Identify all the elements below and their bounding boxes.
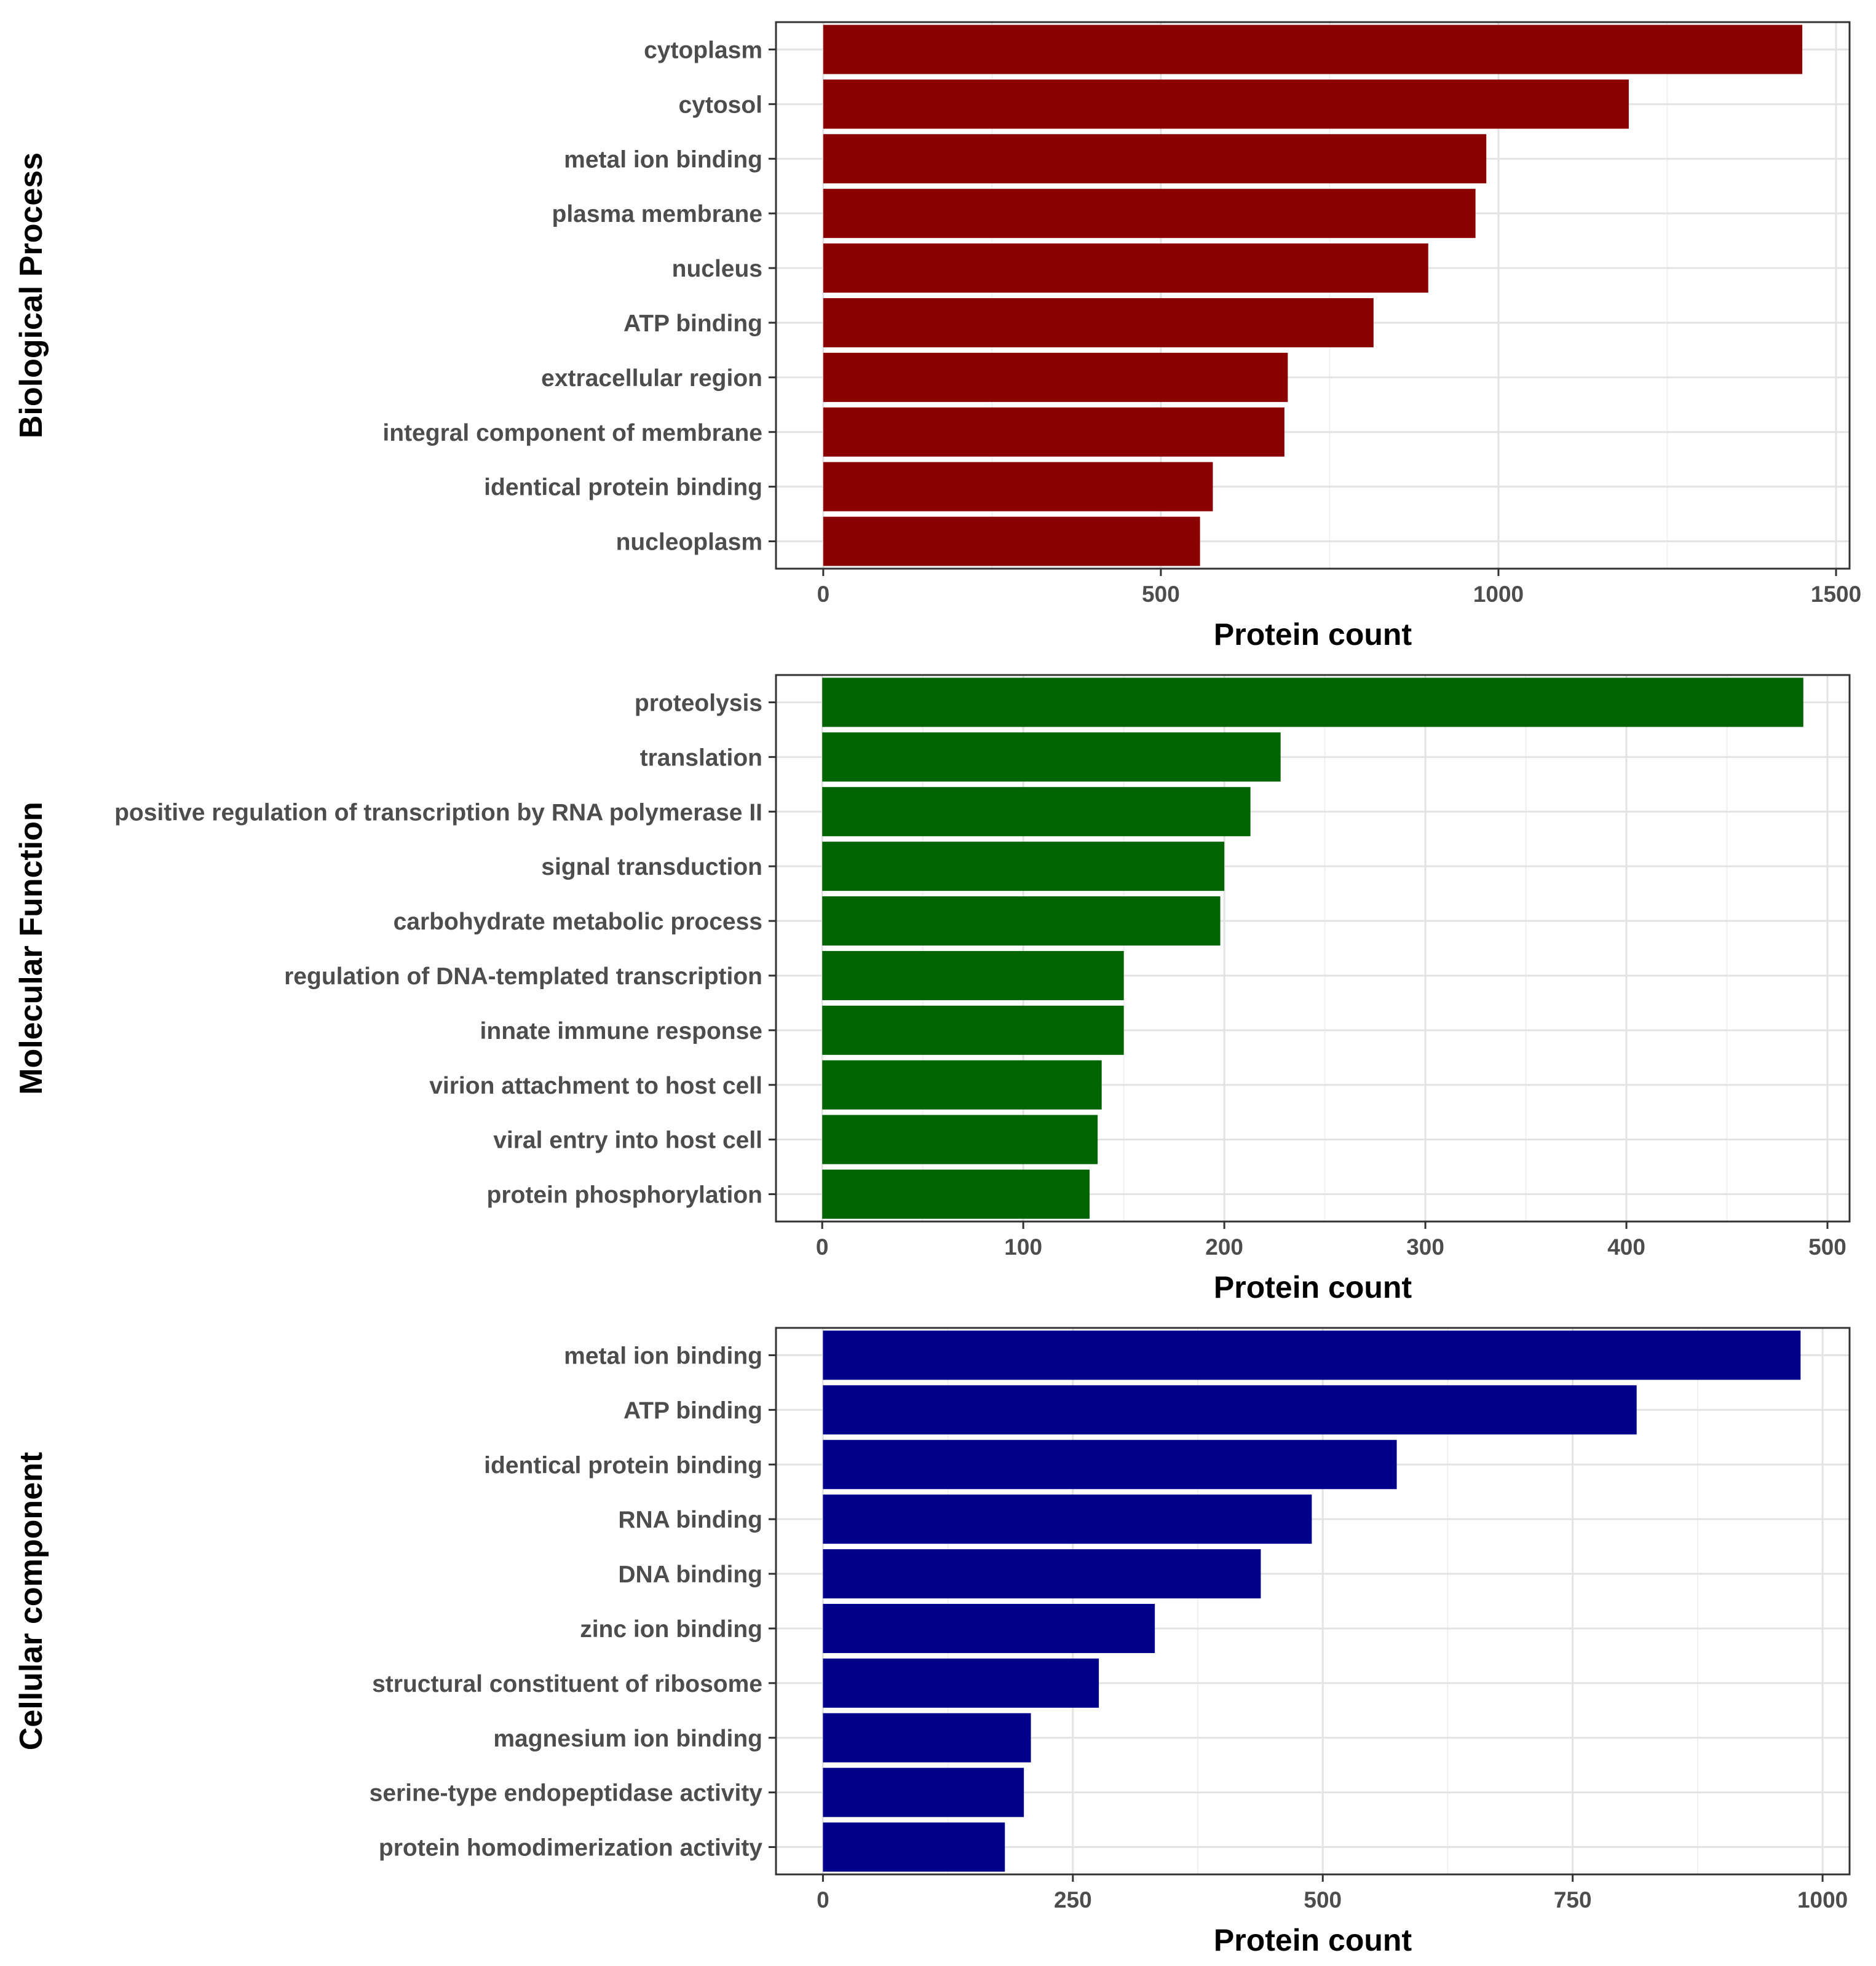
x-tick-label: 100 [1004,1234,1042,1260]
category-label: structural constituent of ribosome [372,1671,762,1697]
bar-cytosol[interactable] [823,79,1629,129]
x-tick-label: 750 [1554,1887,1592,1913]
x-tick-label: 0 [817,1887,829,1913]
category-label: innate immune response [480,1018,762,1044]
category-label: signal transduction [541,854,762,880]
x-tick-label: 300 [1406,1234,1444,1260]
category-label: translation [640,744,762,771]
category-label: magnesium ion binding [493,1726,762,1752]
bar-signal-transduction[interactable] [822,842,1225,891]
category-label: ATP binding [623,1397,762,1424]
biological-process-panel: cytoplasm cytosol metal ion binding plasma … [14,21,1861,652]
category-label: regulation of DNA-templated transcriptio… [284,963,762,990]
category-label: integral component of membrane [382,420,762,446]
category-label: identical protein binding [484,475,762,501]
bar-protein-phosphorylation[interactable] [822,1169,1090,1219]
category-label: proteolysis [635,690,762,716]
category-label: ATP binding [623,310,762,337]
bar-positive-regulation-of-transcription-by-rna-polymerase-ii[interactable] [822,787,1251,837]
bar-viral-entry-into-host-cell[interactable] [822,1115,1098,1164]
bar-proteolysis[interactable] [822,677,1803,727]
bar-regulation-of-dna-templated-transcription[interactable] [822,950,1124,1000]
category-label: RNA binding [618,1507,762,1533]
category-label: protein homodimerization activity [379,1835,762,1861]
plot-frame [775,21,1851,570]
category-label: nucleus [672,256,762,282]
panel-title: Cellular component [14,1452,49,1750]
x-axis-title: Protein count [1214,1270,1412,1305]
x-tick-label: 1000 [1797,1887,1848,1913]
bar-identical-protein-binding[interactable] [823,462,1213,511]
x-tick-label: 1000 [1473,582,1524,607]
category-label: identical protein binding [484,1452,762,1478]
x-axis-title: Protein count [1214,1923,1412,1957]
bar-translation[interactable] [822,732,1281,782]
bar-carbohydrate-metabolic-process[interactable] [822,896,1221,946]
bar-innate-immune-response[interactable] [822,1005,1124,1055]
x-tick-label: 500 [1304,1887,1342,1913]
category-label: extracellular region [541,365,762,392]
category-label: protein phosphorylation [487,1182,762,1209]
bar-structural-constituent-of-ribosome[interactable] [823,1658,1099,1708]
bar-metal-ion-binding[interactable] [823,1330,1801,1380]
bar-nucleus[interactable] [823,243,1428,293]
x-tick-label: 0 [816,1234,829,1260]
bar-plasma-membrane[interactable] [823,189,1476,239]
x-tick-label: 400 [1607,1234,1645,1260]
category-label: carbohydrate metabolic process [394,909,762,935]
category-label: plasma membrane [552,201,763,227]
panel-title: Molecular Function [14,802,49,1095]
panel-title: Biological Process [14,152,49,438]
bar-dna-binding[interactable] [823,1549,1261,1599]
bar-cytoplasm[interactable] [823,25,1803,74]
bar-atp-binding[interactable] [823,298,1374,347]
plot-frame [775,1327,1851,1876]
bar-protein-homodimerization-activity[interactable] [823,1822,1005,1872]
plot-frame [775,674,1851,1223]
category-label: cytosol [678,92,762,118]
bar-zinc-ion-binding[interactable] [823,1603,1155,1653]
molecular-function-panel: proteolysis translation positive regulatio… [14,674,1851,1305]
cellular-component-panel: metal ion binding ATP binding identical pr… [14,1327,1851,1957]
x-tick-label: 500 [1808,1234,1846,1260]
bar-magnesium-ion-binding[interactable] [823,1713,1031,1763]
x-tick-label: 200 [1205,1234,1243,1260]
bar-atp-binding[interactable] [823,1385,1637,1435]
category-label: virion attachment to host cell [429,1073,762,1099]
category-label: viral entry into host cell [493,1127,762,1154]
x-tick-label: 250 [1054,1887,1092,1913]
category-label: metal ion binding [564,146,762,173]
x-tick-label: 500 [1142,582,1180,607]
x-tick-label: 0 [817,582,830,607]
category-label: positive regulation of transcription by … [114,799,762,826]
bar-extracellular-region[interactable] [823,352,1288,402]
category-label: serine-type endopeptidase activity [370,1780,763,1807]
bar-virion-attachment-to-host-cell[interactable] [822,1060,1102,1110]
bar-integral-component-of-membrane[interactable] [823,407,1284,457]
x-tick-label: 1500 [1811,582,1861,607]
bar-identical-protein-binding[interactable] [823,1440,1397,1490]
category-label: nucleoplasm [616,529,762,556]
category-label: DNA binding [618,1561,762,1588]
category-label: metal ion binding [564,1343,762,1369]
bar-nucleoplasm[interactable] [823,516,1200,566]
category-label: cytoplasm [644,37,762,63]
category-label: zinc ion binding [580,1616,762,1643]
x-axis-title: Protein count [1214,617,1412,652]
bar-rna-binding[interactable] [823,1494,1312,1544]
bar-metal-ion-binding[interactable] [823,134,1487,184]
bar-serine-type-endopeptidase-activity[interactable] [823,1767,1024,1817]
